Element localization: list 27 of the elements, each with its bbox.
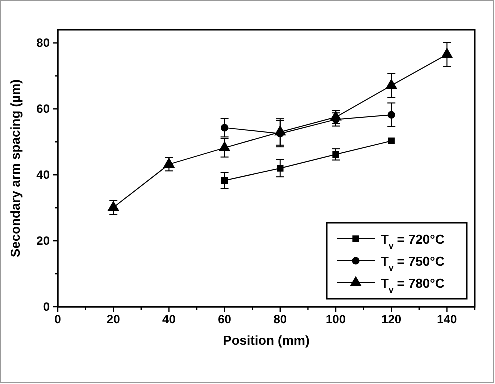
x-tick-label: 140 <box>437 312 458 327</box>
x-tick-label: 100 <box>326 312 346 327</box>
legend-label: T$_{v}$ = 750°C <box>381 254 446 273</box>
x-tick-label: 40 <box>162 312 176 327</box>
y-axis-title: Secondary arm spacing (µm) <box>8 80 23 258</box>
point <box>388 111 396 119</box>
y-tick-label: 80 <box>36 36 50 50</box>
x-axis-title: Position (mm) <box>223 333 310 348</box>
point <box>441 48 454 58</box>
x-tick-label: 120 <box>382 312 402 327</box>
x-tick-label: 60 <box>218 312 232 327</box>
x-tick-label: 80 <box>274 312 288 327</box>
y-tick-label: 0 <box>43 300 50 314</box>
legend-label: T$_{v}$ = 720°C <box>381 232 446 251</box>
y-tick-label: 60 <box>36 102 50 116</box>
point <box>386 78 398 90</box>
legend-label: T$_{v}$ = 780°C <box>381 276 446 295</box>
point <box>332 151 340 158</box>
x-tick-label: 0 <box>54 312 62 327</box>
point <box>221 124 229 132</box>
y-tick-label: 40 <box>36 168 50 182</box>
y-tick-label: 20 <box>36 234 50 248</box>
point <box>218 141 231 152</box>
point <box>221 177 228 184</box>
point <box>277 165 284 172</box>
x-tick-label: 20 <box>106 312 121 327</box>
point <box>388 138 395 144</box>
